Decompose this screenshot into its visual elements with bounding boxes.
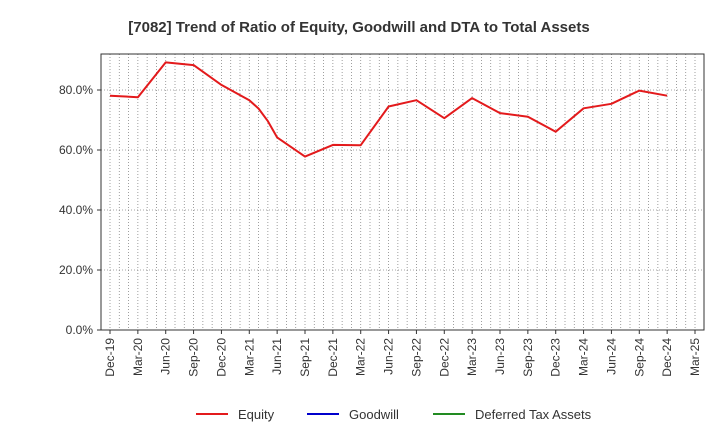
legend-label-equity: Equity [238,407,275,422]
y-axis: 0.0% 20.0% 40.0% 60.0% 80.0% [59,83,101,337]
legend-label-goodwill: Goodwill [349,407,399,422]
x-tick-label: Sep-20 [187,338,201,377]
x-tick-label: Jun-20 [159,338,173,375]
y-tick-label: 80.0% [59,83,93,97]
series-line-equity [109,61,668,158]
x-tick-label: Mar-21 [242,338,256,376]
x-tick-label: Dec-19 [103,338,117,377]
x-tick-label: Sep-23 [521,338,535,377]
x-tick-label: Sep-24 [632,338,646,377]
chart-title: [7082] Trend of Ratio of Equity, Goodwil… [128,19,589,36]
x-tick-label: Mar-20 [131,338,145,376]
x-axis: Dec-19 Mar-20 Jun-20 Sep-20 Dec-20 Mar-21 Jun-… [103,330,702,377]
x-tick-label: Dec-21 [326,338,340,377]
y-tick-label: 60.0% [59,143,93,157]
x-tick-label: Jun-23 [493,338,507,375]
y-tick-label: 20.0% [59,263,93,277]
x-tick-label: Mar-25 [688,338,702,376]
x-tick-label: Mar-22 [354,338,368,376]
x-tick-label: Dec-23 [549,338,563,377]
x-tick-label: Jun-24 [604,338,618,375]
x-tick-label: Dec-20 [214,338,228,377]
x-tick-label: Jun-21 [270,338,284,375]
x-tick-label: Sep-21 [298,338,312,377]
x-tick-label: Mar-24 [577,338,591,376]
legend: Equity Goodwill Deferred Tax Assets [196,407,592,422]
x-tick-label: Dec-24 [660,338,674,377]
x-tick-label: Jun-22 [382,338,396,375]
series-layer [109,61,668,158]
x-tick-label: Sep-22 [409,338,423,377]
grid [101,54,704,331]
x-tick-label: Dec-22 [437,338,451,377]
plot-area [100,53,705,331]
y-tick-label: 40.0% [59,203,93,217]
x-tick-label: Mar-23 [465,338,479,376]
legend-label-deferred-tax-assets: Deferred Tax Assets [475,407,592,422]
y-tick-label: 0.0% [66,323,94,337]
